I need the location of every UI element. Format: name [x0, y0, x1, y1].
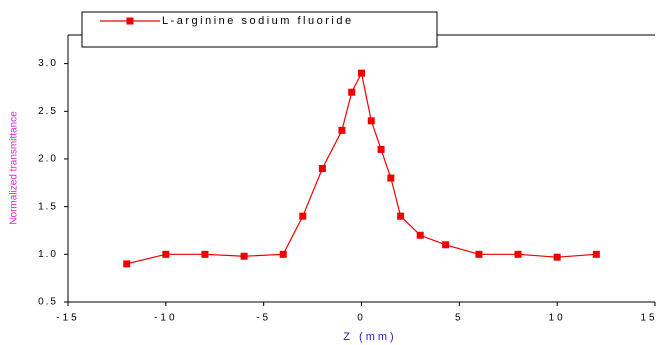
- y-tick-label: 1.5: [38, 201, 58, 212]
- y-tick-label: 0.5: [38, 297, 58, 308]
- legend-marker: [126, 17, 134, 25]
- x-tick-label: -15: [56, 313, 79, 324]
- y-tick-label: 2.0: [38, 154, 58, 165]
- marker: [338, 126, 346, 134]
- x-tick-label: -10: [154, 313, 177, 324]
- marker: [318, 165, 326, 172]
- marker: [279, 250, 287, 258]
- marker: [592, 250, 600, 258]
- y-tick-label: 1.0: [38, 249, 58, 260]
- marker: [442, 241, 450, 249]
- x-tick-label: 10: [549, 313, 566, 324]
- legend-label: L-arginine sodium fluoride: [162, 15, 354, 27]
- y-tick-label: 2.5: [38, 106, 58, 117]
- marker: [367, 117, 375, 125]
- x-tick-label: 5: [455, 313, 464, 324]
- marker: [348, 88, 356, 96]
- marker: [397, 212, 405, 220]
- series-line: [126, 71, 597, 265]
- marker: [123, 260, 131, 268]
- marker: [201, 250, 209, 258]
- x-tick-label: -5: [256, 313, 271, 324]
- y-tick-label: 3.0: [38, 58, 58, 69]
- x-axis-label: Z (mm): [343, 331, 396, 343]
- marker: [162, 250, 170, 258]
- marker: [240, 252, 248, 260]
- marker: [299, 212, 307, 220]
- x-tick-label: 15: [640, 313, 657, 324]
- marker: [416, 231, 424, 239]
- marker: [475, 250, 483, 258]
- legend-box: [81, 11, 438, 48]
- marker: [553, 253, 561, 261]
- marker: [514, 250, 522, 258]
- marker: [358, 69, 365, 77]
- x-tick-label: 0: [357, 313, 366, 324]
- y-axis-label: Normalized transmittance: [9, 111, 20, 225]
- marker: [377, 145, 385, 153]
- marker: [387, 174, 395, 182]
